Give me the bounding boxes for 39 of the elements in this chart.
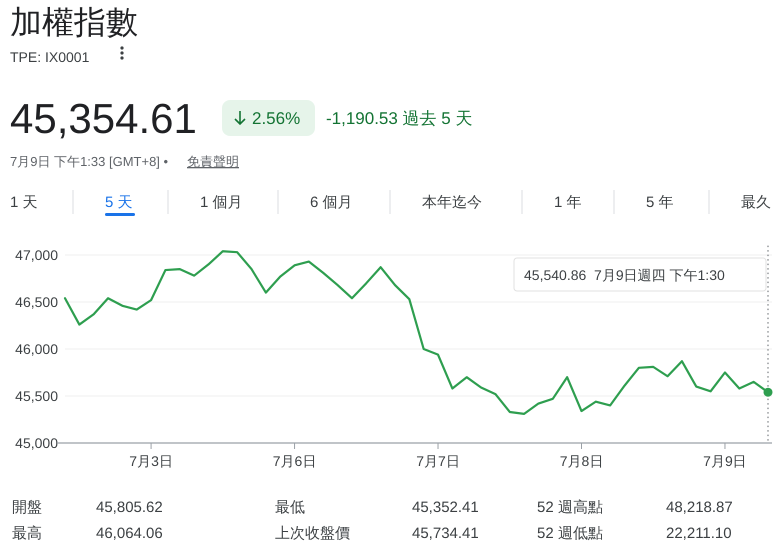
text: 22,211.10 xyxy=(666,525,732,542)
text: 最高 xyxy=(12,525,42,542)
text: 45,805.62 xyxy=(96,499,163,516)
x-tick-label: 7月7日 xyxy=(416,453,460,469)
text: 46,064.06 xyxy=(96,525,163,542)
text: 本年迄今 xyxy=(422,194,482,211)
text: 5 年 xyxy=(646,194,674,211)
text: -1,190.53 過去 5 天 xyxy=(326,109,472,128)
text: 上次收盤價 xyxy=(275,525,350,542)
text: 最久 xyxy=(741,194,771,211)
text: 開盤 xyxy=(12,499,42,516)
y-tick-label: 45,000 xyxy=(15,435,58,451)
text: 45,354.61 xyxy=(10,95,197,142)
y-tick-label: 47,000 xyxy=(15,247,58,263)
hover-tooltip: 45,540.86 7月9日週四 下午1:30 xyxy=(514,245,772,444)
y-tick-label: 45,500 xyxy=(15,388,58,404)
x-tick-label: 7月8日 xyxy=(560,453,604,469)
text: 1 個月 xyxy=(200,194,243,211)
text: 5 天 xyxy=(105,194,133,211)
annotation: 45,540.86 7月9日週四 下午1:30 xyxy=(524,267,725,283)
text: 免責聲明 xyxy=(187,154,239,169)
text: 52 週高點 xyxy=(537,499,603,516)
text: 7月9日 下午1:33 [GMT+8] • xyxy=(10,154,169,169)
text: 2.56% xyxy=(252,109,300,128)
text: 52 週低點 xyxy=(537,525,603,542)
text: 48,218.87 xyxy=(666,499,733,516)
chart-subtitle: TPE: IX0001 xyxy=(10,49,90,65)
x-tick-label: 7月9日 xyxy=(703,453,747,469)
text: 45,734.41 xyxy=(412,525,479,542)
text: 1 天 xyxy=(10,194,38,211)
y-tick-label: 46,000 xyxy=(15,341,58,357)
text: 1 年 xyxy=(554,194,582,211)
y-tick-label: 46,500 xyxy=(15,294,58,310)
x-tick-label: 7月6日 xyxy=(272,453,316,469)
x-tick-label: 7月3日 xyxy=(129,453,173,469)
text: 45,352.41 xyxy=(412,499,479,516)
chart-title: 加權指數 xyxy=(10,4,138,40)
text: 6 個月 xyxy=(310,194,353,211)
text: 最低 xyxy=(275,499,305,516)
